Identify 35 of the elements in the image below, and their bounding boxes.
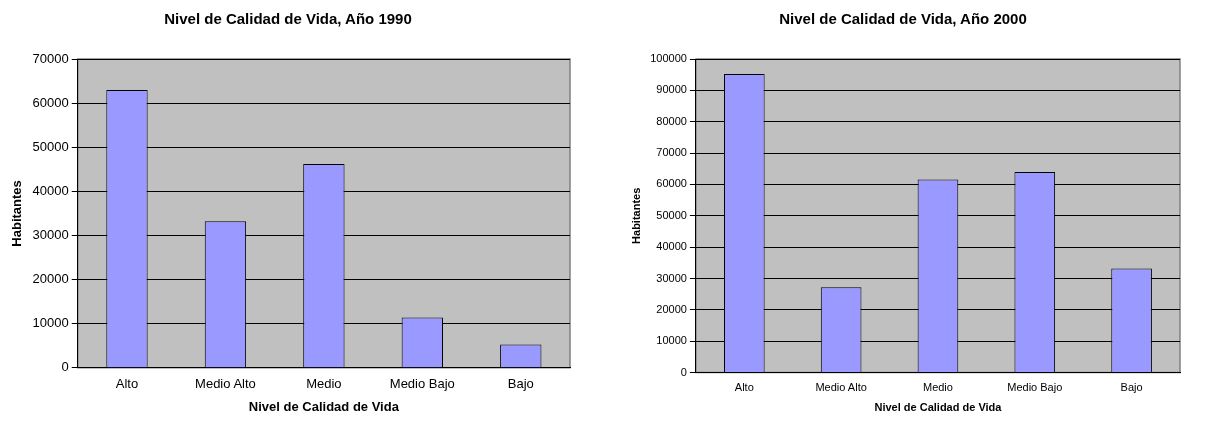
x-tick-label: Bajo — [1120, 381, 1143, 394]
x-tick-label: Alto — [115, 376, 139, 392]
y-tick-label: 100000 — [650, 52, 687, 65]
x-tick-label: Alto — [734, 381, 754, 394]
chart-title: Nivel de Calidad de Vida, Año 1990 — [164, 10, 412, 28]
x-axis-title: Nivel de Calidad de Vida — [874, 401, 1003, 414]
y-tick-label: 70000 — [656, 146, 687, 159]
y-tick-label: 40000 — [32, 182, 69, 198]
y-tick-label: 90000 — [656, 83, 687, 96]
y-axis-title: Habitantes — [9, 180, 25, 247]
y-tick-label: 40000 — [656, 240, 687, 253]
y-tick-label: 10000 — [656, 334, 687, 347]
y-tick-label: 50000 — [32, 138, 69, 154]
y-tick-label: 70000 — [32, 50, 69, 66]
x-tick-label: Medio Bajo — [389, 376, 455, 392]
y-tick-label: 60000 — [32, 94, 69, 110]
chart-title: Nivel de Calidad de Vida, Año 2000 — [779, 10, 1027, 28]
x-tick-label: Medio — [922, 381, 953, 394]
y-tick-label: 30000 — [32, 227, 69, 243]
x-tick-label: Bajo — [507, 376, 534, 392]
y-tick-label: 10000 — [32, 315, 69, 331]
x-tick-label: Medio Bajo — [1007, 381, 1063, 394]
x-tick-label: Medio — [306, 376, 342, 392]
y-tick-label: 20000 — [32, 271, 69, 287]
x-axis-title: Nivel de Calidad de Vida — [248, 398, 400, 414]
y-tick-label: 20000 — [656, 302, 687, 315]
y-tick-label: 60000 — [656, 177, 687, 190]
x-tick-label: Medio Alto — [815, 381, 867, 394]
y-tick-label: 0 — [61, 359, 69, 375]
y-tick-label: 80000 — [656, 114, 687, 127]
y-tick-label: 30000 — [656, 271, 687, 284]
x-tick-label: Medio Alto — [195, 376, 256, 392]
y-tick-label: 0 — [680, 365, 687, 378]
y-axis-title: Habitantes — [629, 187, 642, 244]
y-tick-label: 50000 — [656, 208, 687, 221]
